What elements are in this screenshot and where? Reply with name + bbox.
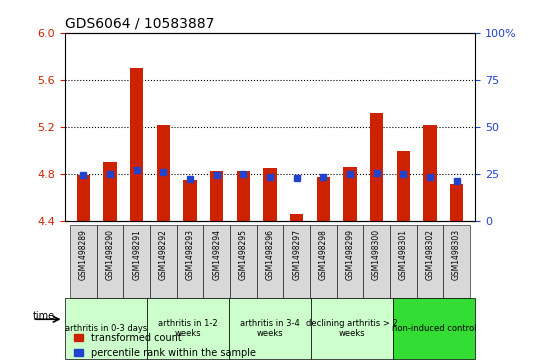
FancyBboxPatch shape — [229, 298, 311, 359]
FancyBboxPatch shape — [336, 225, 363, 298]
Bar — [343, 167, 356, 221]
FancyBboxPatch shape — [65, 298, 147, 359]
FancyBboxPatch shape — [147, 298, 229, 359]
Text: arthritis in 3-4
weeks: arthritis in 3-4 weeks — [240, 319, 300, 338]
FancyBboxPatch shape — [443, 225, 470, 298]
Text: GSM1498294: GSM1498294 — [212, 229, 221, 280]
Text: arthritis in 1-2
weeks: arthritis in 1-2 weeks — [158, 319, 218, 338]
Bar — [210, 171, 224, 221]
Bar — [157, 125, 170, 221]
FancyBboxPatch shape — [204, 225, 230, 298]
Text: GSM1498293: GSM1498293 — [186, 229, 194, 280]
Bar — [370, 113, 383, 221]
FancyBboxPatch shape — [284, 225, 310, 298]
Text: GSM1498292: GSM1498292 — [159, 229, 168, 280]
Text: GSM1498290: GSM1498290 — [106, 229, 114, 280]
Bar — [237, 171, 250, 221]
Text: GSM1498289: GSM1498289 — [79, 229, 88, 280]
Bar — [423, 125, 436, 221]
Text: GSM1498299: GSM1498299 — [346, 229, 354, 280]
Text: GSM1498291: GSM1498291 — [132, 229, 141, 280]
FancyBboxPatch shape — [230, 225, 256, 298]
Bar — [264, 168, 276, 221]
Text: GSM1498301: GSM1498301 — [399, 229, 408, 280]
FancyBboxPatch shape — [124, 225, 150, 298]
Bar — [104, 163, 117, 221]
Text: GSM1498302: GSM1498302 — [426, 229, 434, 280]
FancyBboxPatch shape — [70, 225, 97, 298]
Text: GSM1498297: GSM1498297 — [292, 229, 301, 280]
Text: GSM1498296: GSM1498296 — [266, 229, 274, 280]
Text: time: time — [33, 311, 55, 321]
FancyBboxPatch shape — [150, 225, 177, 298]
Bar — [290, 215, 303, 221]
Text: GSM1498300: GSM1498300 — [372, 229, 381, 280]
Text: GSM1498295: GSM1498295 — [239, 229, 248, 280]
Bar — [77, 175, 90, 221]
Text: GDS6064 / 10583887: GDS6064 / 10583887 — [65, 16, 214, 30]
FancyBboxPatch shape — [311, 298, 393, 359]
Bar — [184, 180, 197, 221]
Text: GSM1498303: GSM1498303 — [452, 229, 461, 280]
FancyBboxPatch shape — [416, 225, 443, 298]
Text: non-induced control: non-induced control — [392, 324, 476, 333]
FancyBboxPatch shape — [363, 225, 390, 298]
Bar — [450, 184, 463, 221]
Bar — [130, 68, 144, 221]
FancyBboxPatch shape — [390, 225, 416, 298]
FancyBboxPatch shape — [177, 225, 204, 298]
Text: arthritis in 0-3 days: arthritis in 0-3 days — [65, 324, 147, 333]
Legend: transformed count, percentile rank within the sample: transformed count, percentile rank withi… — [70, 329, 260, 362]
FancyBboxPatch shape — [97, 225, 124, 298]
Bar — [316, 177, 330, 221]
Text: declining arthritis > 2
weeks: declining arthritis > 2 weeks — [306, 319, 398, 338]
FancyBboxPatch shape — [393, 298, 475, 359]
FancyBboxPatch shape — [310, 225, 336, 298]
Bar — [396, 151, 410, 221]
FancyBboxPatch shape — [256, 225, 284, 298]
Text: GSM1498298: GSM1498298 — [319, 229, 328, 280]
